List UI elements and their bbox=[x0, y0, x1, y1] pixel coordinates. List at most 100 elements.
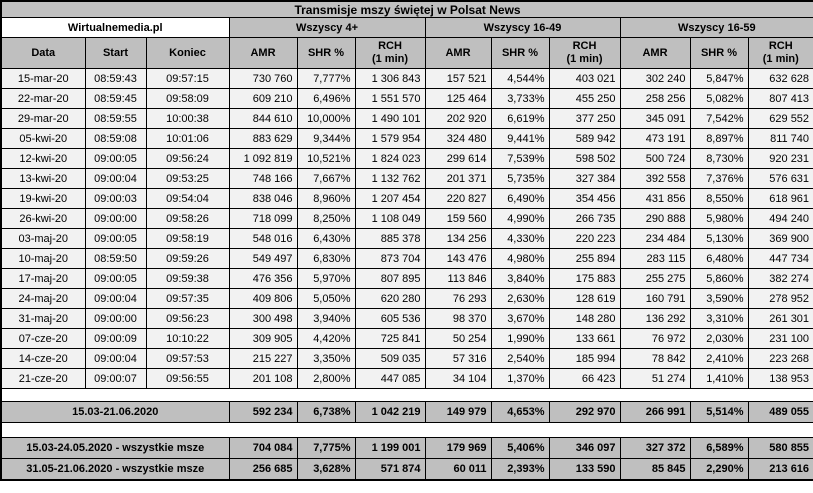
shr-cell: 2,410% bbox=[689, 348, 749, 369]
end-cell: 09:58:19 bbox=[145, 228, 230, 249]
table-row: 19-kwi-20 09:00:03 09:54:04 838 046 8,960% 1 … bbox=[0, 188, 813, 209]
shr-cell: 1,990% bbox=[490, 328, 550, 349]
shr-cell: 6,480% bbox=[689, 248, 749, 269]
amr-cell: 392 558 bbox=[619, 168, 691, 189]
rch-cell: 455 250 bbox=[548, 88, 621, 109]
rch-cell: 223 268 bbox=[747, 348, 813, 369]
rch-cell: 1 207 454 bbox=[354, 188, 426, 209]
amr-cell: 345 091 bbox=[619, 108, 691, 129]
table-row: 07-cze-20 09:00:09 10:10:22 309 905 4,420% 72… bbox=[0, 328, 813, 349]
rch-cell: 629 552 bbox=[747, 108, 813, 129]
rch-cell: 327 384 bbox=[548, 168, 621, 189]
column-header-amr-16-49: AMR bbox=[424, 37, 492, 69]
date-cell: 03-maj-20 bbox=[0, 228, 86, 249]
rch-cell: 447 085 bbox=[354, 368, 426, 389]
date-cell: 17-maj-20 bbox=[0, 268, 86, 289]
column-header-rch-4plus: RCH (1 min) bbox=[354, 37, 426, 69]
date-cell: 21-cze-20 bbox=[0, 368, 86, 389]
rch-cell: 873 704 bbox=[354, 248, 426, 269]
footer-row-0-value-0: 704 084 bbox=[228, 437, 298, 459]
amr-cell: 324 480 bbox=[424, 128, 492, 149]
amr-cell: 718 099 bbox=[228, 208, 298, 229]
amr-cell: 549 497 bbox=[228, 248, 298, 269]
source-label: Wirtualnemedia.pl bbox=[0, 17, 230, 38]
footer-row-1-value-3: 60 011 bbox=[424, 458, 492, 481]
rch-cell: 231 100 bbox=[747, 328, 813, 349]
end-cell: 09:59:38 bbox=[145, 268, 230, 289]
amr-cell: 57 316 bbox=[424, 348, 492, 369]
rch-cell: 885 378 bbox=[354, 228, 426, 249]
start-cell: 08:59:50 bbox=[84, 248, 147, 269]
rch-cell: 811 740 bbox=[747, 128, 813, 149]
amr-cell: 143 476 bbox=[424, 248, 492, 269]
date-cell: 24-maj-20 bbox=[0, 288, 86, 309]
start-cell: 09:00:00 bbox=[84, 208, 147, 229]
rch-cell: 1 490 101 bbox=[354, 108, 426, 129]
shr-cell: 7,376% bbox=[689, 168, 749, 189]
summary-row-value-5: 292 970 bbox=[548, 401, 621, 423]
column-header-rch-16-59: RCH (1 min) bbox=[747, 37, 813, 69]
shr-cell: 3,310% bbox=[689, 308, 749, 329]
footer-row-0-value-7: 6,589% bbox=[689, 437, 749, 459]
shr-cell: 6,496% bbox=[296, 88, 356, 109]
amr-cell: 609 210 bbox=[228, 88, 298, 109]
shr-cell: 7,539% bbox=[490, 148, 550, 169]
rch-cell: 266 735 bbox=[548, 208, 621, 229]
start-cell: 09:00:05 bbox=[84, 148, 147, 169]
shr-cell: 4,420% bbox=[296, 328, 356, 349]
shr-cell: 5,082% bbox=[689, 88, 749, 109]
shr-cell: 3,940% bbox=[296, 308, 356, 329]
summary-row-value-7: 5,514% bbox=[689, 401, 749, 423]
amr-cell: 476 356 bbox=[228, 268, 298, 289]
group-header-all-16-59: Wszyscy 16-59 bbox=[619, 17, 813, 38]
table-header: Transmisje mszy świętej w Polsat News Wi… bbox=[0, 0, 813, 69]
amr-cell: 500 724 bbox=[619, 148, 691, 169]
amr-cell: 258 256 bbox=[619, 88, 691, 109]
end-cell: 09:54:04 bbox=[145, 188, 230, 209]
shr-cell: 3,350% bbox=[296, 348, 356, 369]
start-cell: 08:59:08 bbox=[84, 128, 147, 149]
column-header-start: Start bbox=[84, 37, 147, 69]
rch-cell: 589 942 bbox=[548, 128, 621, 149]
start-cell: 09:00:04 bbox=[84, 168, 147, 189]
amr-cell: 136 292 bbox=[619, 308, 691, 329]
title-row: Transmisje mszy świętej w Polsat News bbox=[0, 0, 813, 18]
start-cell: 09:00:05 bbox=[84, 268, 147, 289]
end-cell: 09:57:35 bbox=[145, 288, 230, 309]
shr-cell: 10,000% bbox=[296, 108, 356, 129]
date-cell: 31-maj-20 bbox=[0, 308, 86, 329]
rch-cell: 598 502 bbox=[548, 148, 621, 169]
amr-cell: 160 791 bbox=[619, 288, 691, 309]
shr-cell: 5,970% bbox=[296, 268, 356, 289]
table-row: 26-kwi-20 09:00:00 09:58:26 718 099 8,250% 1 … bbox=[0, 208, 813, 229]
shr-cell: 2,030% bbox=[689, 328, 749, 349]
amr-cell: 157 521 bbox=[424, 68, 492, 89]
summary-row-value-6: 266 991 bbox=[619, 401, 691, 423]
end-cell: 10:01:06 bbox=[145, 128, 230, 149]
amr-cell: 431 856 bbox=[619, 188, 691, 209]
amr-cell: 844 610 bbox=[228, 108, 298, 129]
rch-cell: 1 824 023 bbox=[354, 148, 426, 169]
spacer-row bbox=[0, 422, 813, 438]
shr-cell: 3,733% bbox=[490, 88, 550, 109]
shr-cell: 4,544% bbox=[490, 68, 550, 89]
footer-row-0-value-5: 346 097 bbox=[548, 437, 621, 459]
amr-cell: 234 484 bbox=[619, 228, 691, 249]
table-row: 13-kwi-20 09:00:04 09:53:25 748 166 7,667% 1 … bbox=[0, 168, 813, 189]
start-cell: 08:59:55 bbox=[84, 108, 147, 129]
footer-row-1-value-0: 256 685 bbox=[228, 458, 298, 481]
amr-cell: 1 092 819 bbox=[228, 148, 298, 169]
amr-cell: 283 115 bbox=[619, 248, 691, 269]
rch-cell: 632 628 bbox=[747, 68, 813, 89]
spacer-cell bbox=[0, 422, 813, 438]
amr-cell: 299 614 bbox=[424, 148, 492, 169]
shr-cell: 4,330% bbox=[490, 228, 550, 249]
footer-row-0-label: 15.03-24.05.2020 - wszystkie msze bbox=[0, 437, 230, 459]
end-cell: 09:57:15 bbox=[145, 68, 230, 89]
table-row: 17-maj-20 09:00:05 09:59:38 476 356 5,970% 80… bbox=[0, 268, 813, 289]
table-row: 03-maj-20 09:00:05 09:58:19 548 016 6,430% 88… bbox=[0, 228, 813, 249]
start-cell: 09:00:04 bbox=[84, 288, 147, 309]
amr-cell: 300 498 bbox=[228, 308, 298, 329]
column-header-amr-4plus: AMR bbox=[228, 37, 298, 69]
shr-cell: 2,800% bbox=[296, 368, 356, 389]
